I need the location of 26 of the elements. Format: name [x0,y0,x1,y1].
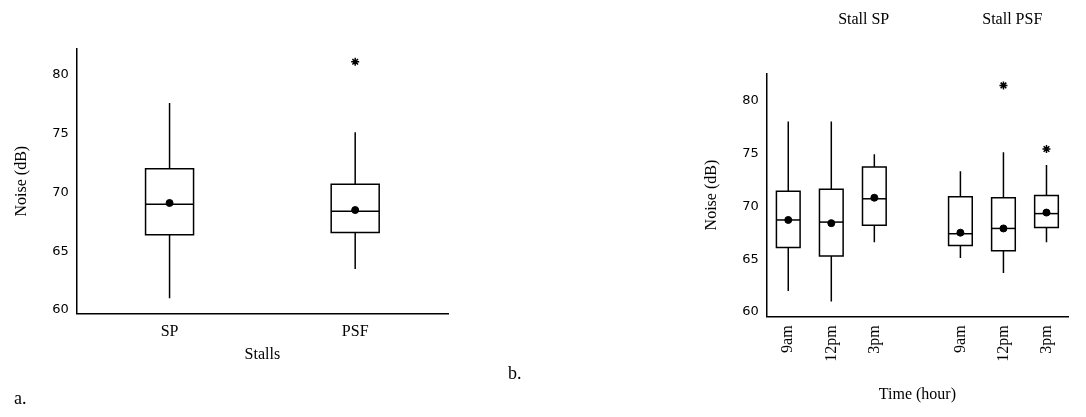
x-tick-label: 9am [950,324,968,353]
x-tick-label: 3pm [1036,324,1055,354]
x-tick-label: SP [160,322,179,340]
y-tick-label: 80 [52,66,69,82]
y-tick-label: 65 [742,250,759,266]
text: Stall PSF [981,10,1044,28]
x-tick-label: PSF [341,322,369,340]
x-tick-label: 3pm [864,324,883,354]
x-tick-label: 12pm [993,324,1012,362]
x-axis-title: Time (hour) [878,384,956,403]
y-tick-label: 75 [52,124,69,140]
y-tick-label: 75 [742,144,759,160]
y-tick-label: 60 [742,303,759,319]
x-tick-label: 12pm [821,324,840,362]
text: Stall SP [837,10,891,28]
y-tick-label: 65 [52,242,69,258]
y-tick-label: 70 [52,183,69,199]
x-axis-title: Stalls [244,344,281,362]
text: b. [508,363,522,384]
x-tick-label: 9am [778,324,796,353]
y-axis-title: Noise (dB) [701,159,720,231]
text: a. [14,388,27,409]
y-tick-label: 80 [742,91,759,107]
y-axis-title: Noise (dB) [11,145,30,217]
y-tick-label: 60 [52,301,69,317]
y-tick-label: 70 [742,197,759,213]
